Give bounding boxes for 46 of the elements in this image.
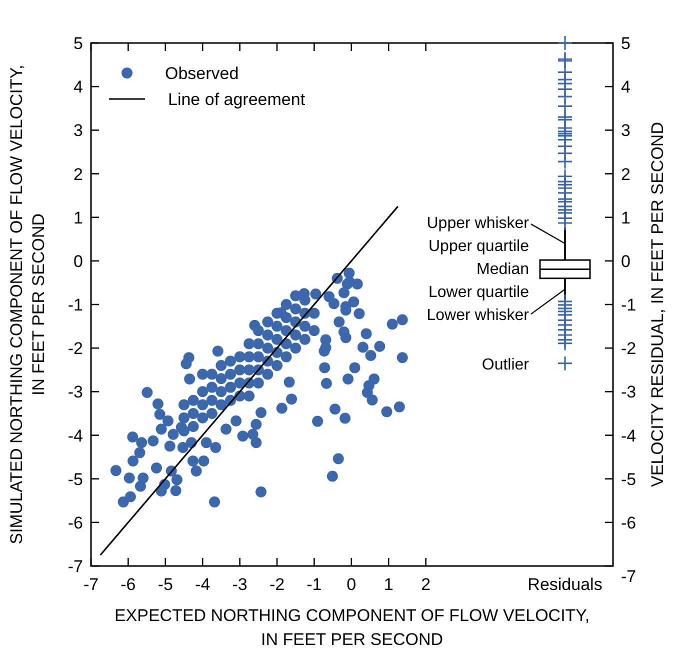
x-tick-label: -3 bbox=[232, 575, 248, 594]
y-tick-label: -4 bbox=[68, 426, 83, 446]
y-tick-label: 2 bbox=[74, 164, 83, 184]
annotation: Upper whisker bbox=[426, 215, 530, 232]
y-axis-title: VELOCITY RESIDUAL, IN FEET PER SECOND bbox=[648, 122, 667, 487]
legend-label: Observed bbox=[165, 64, 239, 83]
y-axis-title: SIMULATED NORTHING COMPONENT OF FLOW VELOCITY, IN FEET PER SECOND bbox=[7, 64, 48, 544]
legend-label: Line of agreement bbox=[168, 90, 306, 109]
y-tick-label: 1 bbox=[74, 208, 83, 228]
y-tick-label: -3 bbox=[621, 382, 636, 402]
y-tick-label: -5 bbox=[621, 470, 636, 489]
y-tick-label: -1 bbox=[621, 296, 636, 314]
y-tick-label: -3 bbox=[68, 382, 83, 402]
annotation: Lower whisker bbox=[426, 307, 530, 324]
y-tick-label: 3 bbox=[621, 121, 630, 140]
y-tick-label: 2 bbox=[621, 164, 630, 184]
y-tick-label: 1 bbox=[621, 208, 630, 228]
y-tick-label: 5 bbox=[74, 34, 83, 53]
x-tick-label: -6 bbox=[120, 575, 136, 594]
annotation: Outlier bbox=[482, 356, 530, 374]
y-tick-label: -4 bbox=[621, 426, 636, 446]
y-tick-label: -6 bbox=[68, 513, 83, 532]
annotation: Upper quartile bbox=[428, 238, 530, 256]
annotation: Median bbox=[476, 261, 529, 278]
y-tick-label: -1 bbox=[68, 296, 83, 314]
y-tick-label: -2 bbox=[621, 339, 636, 358]
y-tick-label: 0 bbox=[74, 252, 83, 271]
y-tick-label: 4 bbox=[621, 78, 630, 97]
y-tick-label: 3 bbox=[74, 121, 83, 140]
y-tick-label: 0 bbox=[621, 252, 630, 271]
x-tick-label: Residuals bbox=[528, 575, 602, 594]
y-tick-label: 4 bbox=[74, 78, 83, 97]
y-tick-label: -5 bbox=[68, 470, 83, 489]
x-tick-label: -1 bbox=[306, 575, 322, 594]
x-tick-label: 0 bbox=[346, 575, 356, 594]
x-tick-label: 1 bbox=[384, 575, 394, 594]
y-tick-label: -6 bbox=[621, 513, 636, 532]
y-tick-label: -2 bbox=[68, 339, 83, 358]
x-tick-label: -2 bbox=[269, 575, 285, 594]
x-axis-title: EXPECTED NORTHING COMPONENT OF FLOW VELOCITY, IN FEET PER SECOND bbox=[114, 606, 590, 649]
x-tick-label: -4 bbox=[195, 575, 210, 594]
x-tick-label: 2 bbox=[421, 575, 431, 594]
y-tick-label: -7 bbox=[68, 557, 83, 576]
annotation: Lower quartile bbox=[428, 284, 530, 302]
x-tick-label: -5 bbox=[158, 575, 173, 594]
y-tick-label: 5 bbox=[621, 34, 630, 53]
